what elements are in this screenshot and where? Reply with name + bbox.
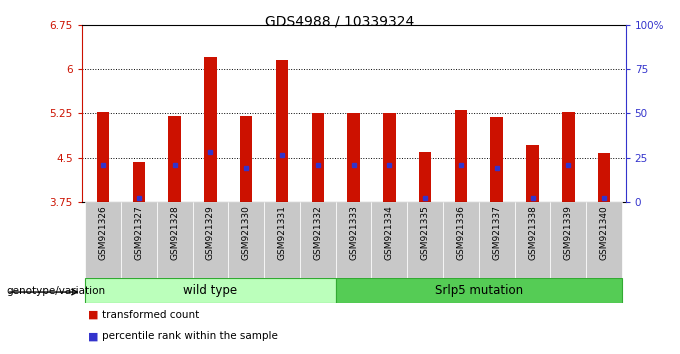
Bar (336, 202, 371, 278)
Bar (347, 113, 360, 202)
Text: Srlp5 mutation: Srlp5 mutation (435, 284, 523, 297)
Bar (133, 162, 145, 202)
Text: transformed count: transformed count (102, 310, 199, 320)
Text: GSM921327: GSM921327 (135, 206, 143, 260)
Text: GSM921339: GSM921339 (564, 206, 573, 261)
Bar (562, 112, 575, 202)
Bar (407, 202, 443, 278)
Bar (240, 116, 252, 202)
Bar (419, 152, 431, 202)
Text: percentile rank within the sample: percentile rank within the sample (102, 331, 278, 341)
Bar (526, 144, 539, 202)
Bar (598, 153, 611, 202)
Bar (311, 113, 324, 202)
Bar (204, 57, 217, 202)
Bar (455, 110, 467, 202)
Text: GSM921330: GSM921330 (241, 206, 251, 261)
Bar (300, 202, 336, 278)
Bar (586, 202, 622, 278)
Text: GSM921326: GSM921326 (99, 206, 107, 260)
Text: genotype/variation: genotype/variation (7, 286, 106, 296)
Text: GSM921332: GSM921332 (313, 206, 322, 260)
Text: wild type: wild type (184, 284, 237, 297)
Bar (276, 60, 288, 202)
Bar (383, 113, 396, 202)
Text: GSM921331: GSM921331 (277, 206, 286, 261)
Bar (371, 202, 407, 278)
Bar (97, 112, 109, 202)
Bar (169, 116, 181, 202)
Bar (85, 278, 336, 303)
Text: GSM921337: GSM921337 (492, 206, 501, 261)
Bar (121, 202, 157, 278)
Bar (515, 202, 550, 278)
Text: GSM921329: GSM921329 (206, 206, 215, 260)
Bar (192, 202, 228, 278)
Text: ■: ■ (88, 331, 99, 341)
Text: GSM921340: GSM921340 (600, 206, 609, 260)
Text: GSM921334: GSM921334 (385, 206, 394, 260)
Bar (264, 202, 300, 278)
Bar (157, 202, 192, 278)
Text: GSM921335: GSM921335 (421, 206, 430, 261)
Text: GSM921336: GSM921336 (456, 206, 466, 261)
Text: GSM921333: GSM921333 (349, 206, 358, 261)
Bar (336, 278, 622, 303)
Text: ■: ■ (88, 310, 99, 320)
Bar (479, 202, 515, 278)
Bar (550, 202, 586, 278)
Bar (443, 202, 479, 278)
Text: GDS4988 / 10339324: GDS4988 / 10339324 (265, 14, 415, 28)
Text: GSM921338: GSM921338 (528, 206, 537, 261)
Bar (85, 202, 121, 278)
Bar (228, 202, 264, 278)
Bar (490, 118, 503, 202)
Text: GSM921328: GSM921328 (170, 206, 179, 260)
